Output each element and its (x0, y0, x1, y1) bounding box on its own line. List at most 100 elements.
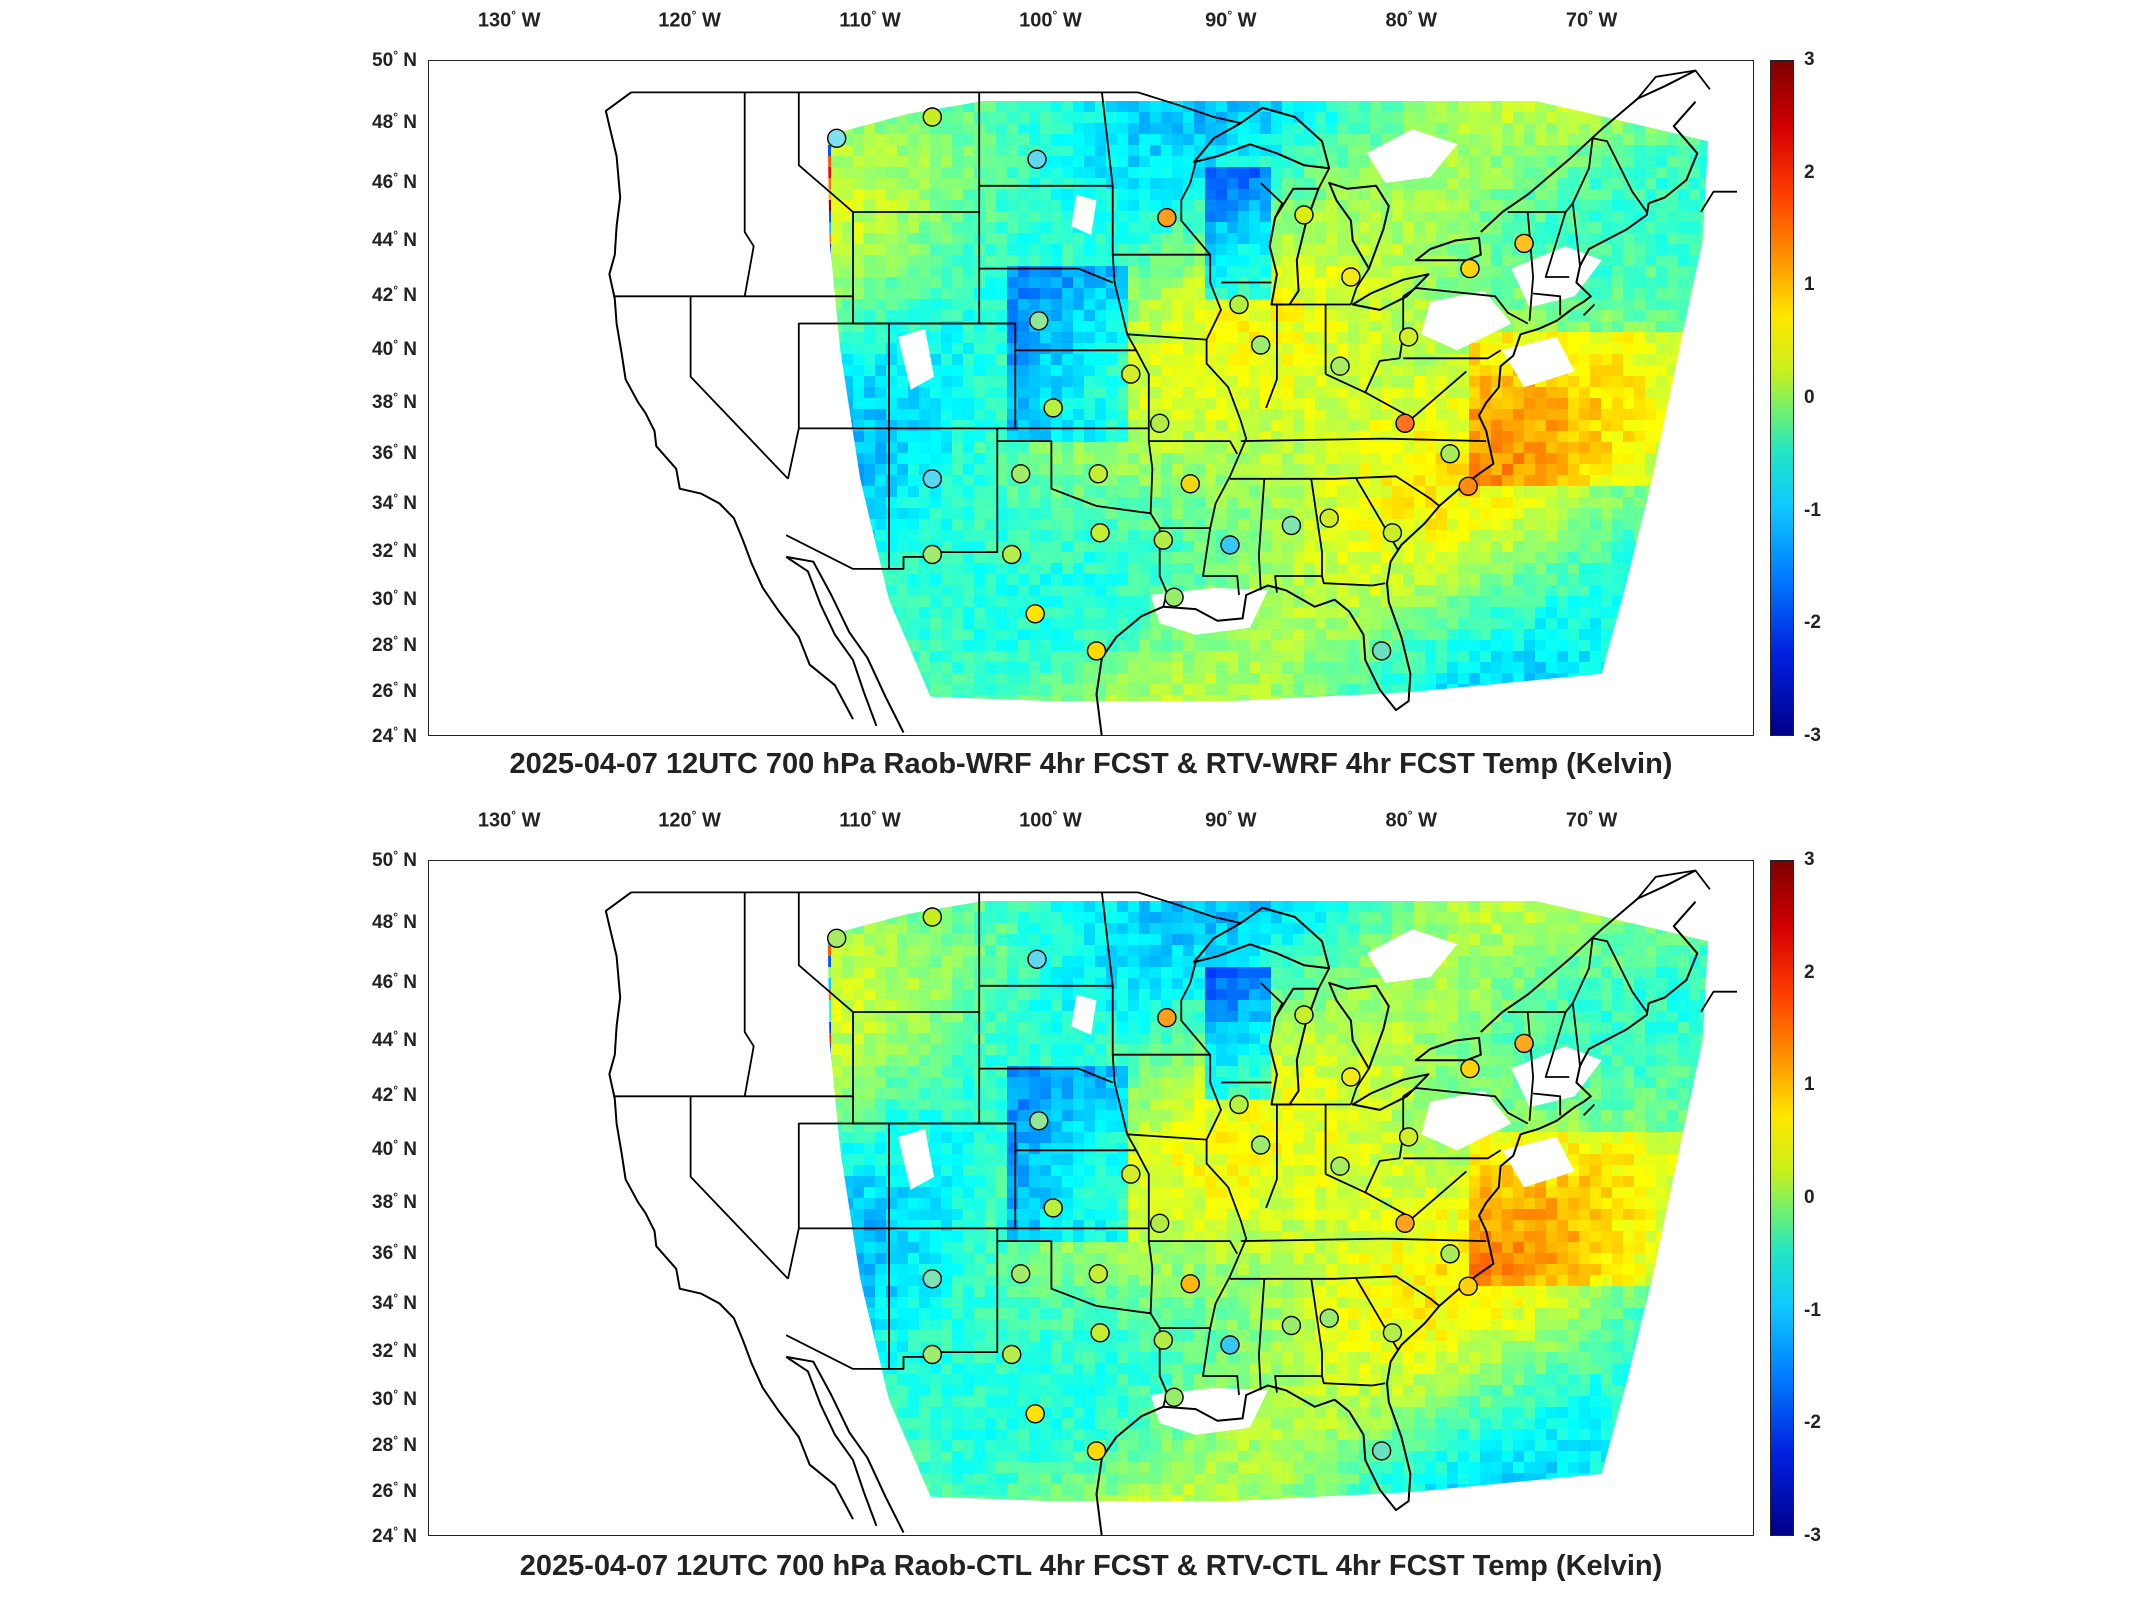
raob-station-marker (1011, 1264, 1031, 1284)
latitude-tick-label: 24° N (372, 1523, 417, 1548)
raob-station-marker (922, 544, 942, 565)
latitude-tick-label: 32° N (372, 1338, 417, 1363)
raob-station-marker (1002, 544, 1022, 565)
latitude-tick-label: 46° N (372, 969, 417, 994)
bottom-colorbar (1770, 860, 1794, 1536)
colorbar-tick-label: -1 (1804, 499, 1821, 521)
latitude-tick-label: 44° N (372, 1027, 417, 1051)
longitude-tick-label: 100° W (1019, 8, 1082, 32)
colorbar-tick-label: -1 (1804, 1299, 1821, 1321)
raob-station-marker (1220, 535, 1240, 555)
latitude-tick-label: 42° N (372, 1083, 417, 1107)
raob-station-marker (922, 1269, 942, 1289)
raob-station-marker (1341, 1067, 1361, 1087)
raob-station-marker (1153, 1330, 1173, 1350)
raob-station-marker (922, 1344, 942, 1365)
raob-station-marker (1180, 1274, 1200, 1294)
colorbar-tick-label: -2 (1804, 612, 1821, 634)
latitude-tick-label: 36° N (372, 1240, 417, 1264)
latitude-tick-label: 40° N (372, 337, 417, 361)
raob-station-marker (1281, 515, 1302, 536)
raob-station-marker (1330, 1156, 1350, 1176)
raob-station-marker (922, 107, 942, 127)
raob-station-marker (1090, 1323, 1110, 1343)
raob-station-marker (1164, 1387, 1184, 1407)
raob-station-marker (1029, 311, 1049, 331)
raob-station-marker (1027, 149, 1047, 170)
bottom-map-svg (604, 869, 1737, 1535)
longitude-tick-label: 80° W (1385, 8, 1437, 32)
raob-station-marker (1398, 1127, 1419, 1147)
boundary-lines (604, 69, 1737, 735)
bottom-map-caption: 2025-04-07 12UTC 700 hPa Raob-CTL 4hr FC… (519, 1550, 1663, 1582)
latitude-tick-label: 30° N (372, 1386, 417, 1410)
latitude-tick-label: 26° N (372, 1478, 417, 1503)
longitude-tick-label: 90° W (1205, 808, 1257, 832)
raob-station-marker (1164, 587, 1184, 607)
raob-station-marker (1121, 364, 1141, 384)
latitude-tick-label: 34° N (372, 490, 417, 514)
longitude-tick-label: 130° W (477, 808, 541, 832)
raob-station-marker (922, 907, 942, 927)
colorbar-tick-label: 3 (1804, 49, 1815, 70)
latitude-tick-label: 50° N (372, 847, 417, 872)
raob-station-marker (1157, 1007, 1177, 1028)
raob-station-marker (1395, 413, 1415, 433)
raob-station-marker (1458, 1276, 1478, 1296)
raob-station-marker (1458, 476, 1478, 496)
raob-station-marker (1043, 398, 1063, 418)
latitude-tick-label: 48° N (372, 909, 417, 934)
colorbar-tick-label: 2 (1804, 161, 1815, 183)
latitude-tick-label: 46° N (372, 169, 417, 194)
raob-station-marker (1294, 205, 1314, 225)
raob-station-marker (1153, 530, 1173, 550)
raob-station-marker (1121, 1164, 1141, 1184)
raob-station-marker (1251, 335, 1271, 355)
raob-station-marker (1025, 604, 1045, 624)
top-map-caption: 2025-04-07 12UTC 700 hPa Raob-WRF 4hr FC… (509, 748, 1673, 780)
raob-station-marker (1514, 1033, 1534, 1054)
raob-station-marker (1341, 267, 1361, 287)
raob-station-marker (1371, 1441, 1392, 1461)
boundary-lines (604, 869, 1737, 1535)
colorbar-tick-label: 3 (1804, 849, 1815, 870)
raob-station-marker (1150, 413, 1170, 433)
longitude-tick-label: 70° W (1565, 8, 1618, 32)
raob-station-marker (1002, 1344, 1022, 1365)
raob-station-marker (1086, 1441, 1107, 1461)
bottom-map-panel: 2025-04-07 12UTC 700 hPa Raob-CTL 4hr FC… (0, 800, 2133, 1600)
raob-station-marker (1382, 1323, 1403, 1343)
longitude-tick-label: 70° W (1565, 808, 1618, 832)
top-map-panel: 2025-04-07 12UTC 700 hPa Raob-WRF 4hr FC… (372, 8, 1821, 780)
raob-station-marker (1371, 641, 1392, 661)
latitude-tick-label: 38° N (372, 389, 417, 413)
raob-station-marker (1440, 1244, 1460, 1264)
raob-station-marker (1229, 294, 1249, 315)
raob-station-marker (1043, 1198, 1063, 1218)
bottom-map-area (428, 860, 1754, 1536)
longitude-tick-label: 90° W (1205, 8, 1257, 32)
raob-station-marker (1220, 1335, 1240, 1355)
raob-station-marker (1398, 327, 1419, 347)
colorbar-tick-label: -2 (1804, 1412, 1821, 1434)
colorbar-tick-label: -3 (1804, 1525, 1821, 1546)
raob-station-marker (1395, 1213, 1415, 1233)
raob-station-marker (1440, 444, 1460, 464)
latitude-tick-label: 24° N (372, 723, 417, 748)
temperature-field (827, 901, 1709, 1502)
raob-station-marker (1251, 1135, 1271, 1155)
latitude-tick-label: 32° N (372, 538, 417, 563)
raob-station-marker (1027, 949, 1047, 970)
colorbar-tick-label: 1 (1804, 1074, 1815, 1096)
raob-station-marker (1229, 1094, 1249, 1115)
raob-station-marker (1294, 1005, 1314, 1025)
latitude-tick-label: 50° N (372, 47, 417, 72)
raob-stations (827, 107, 1534, 661)
raob-station-marker (1025, 1404, 1045, 1424)
colorbar-tick-label: 2 (1804, 961, 1815, 983)
raob-station-marker (1460, 258, 1480, 279)
top-colorbar (1770, 60, 1794, 736)
top-map-area (428, 60, 1754, 736)
latitude-tick-label: 42° N (372, 283, 417, 307)
